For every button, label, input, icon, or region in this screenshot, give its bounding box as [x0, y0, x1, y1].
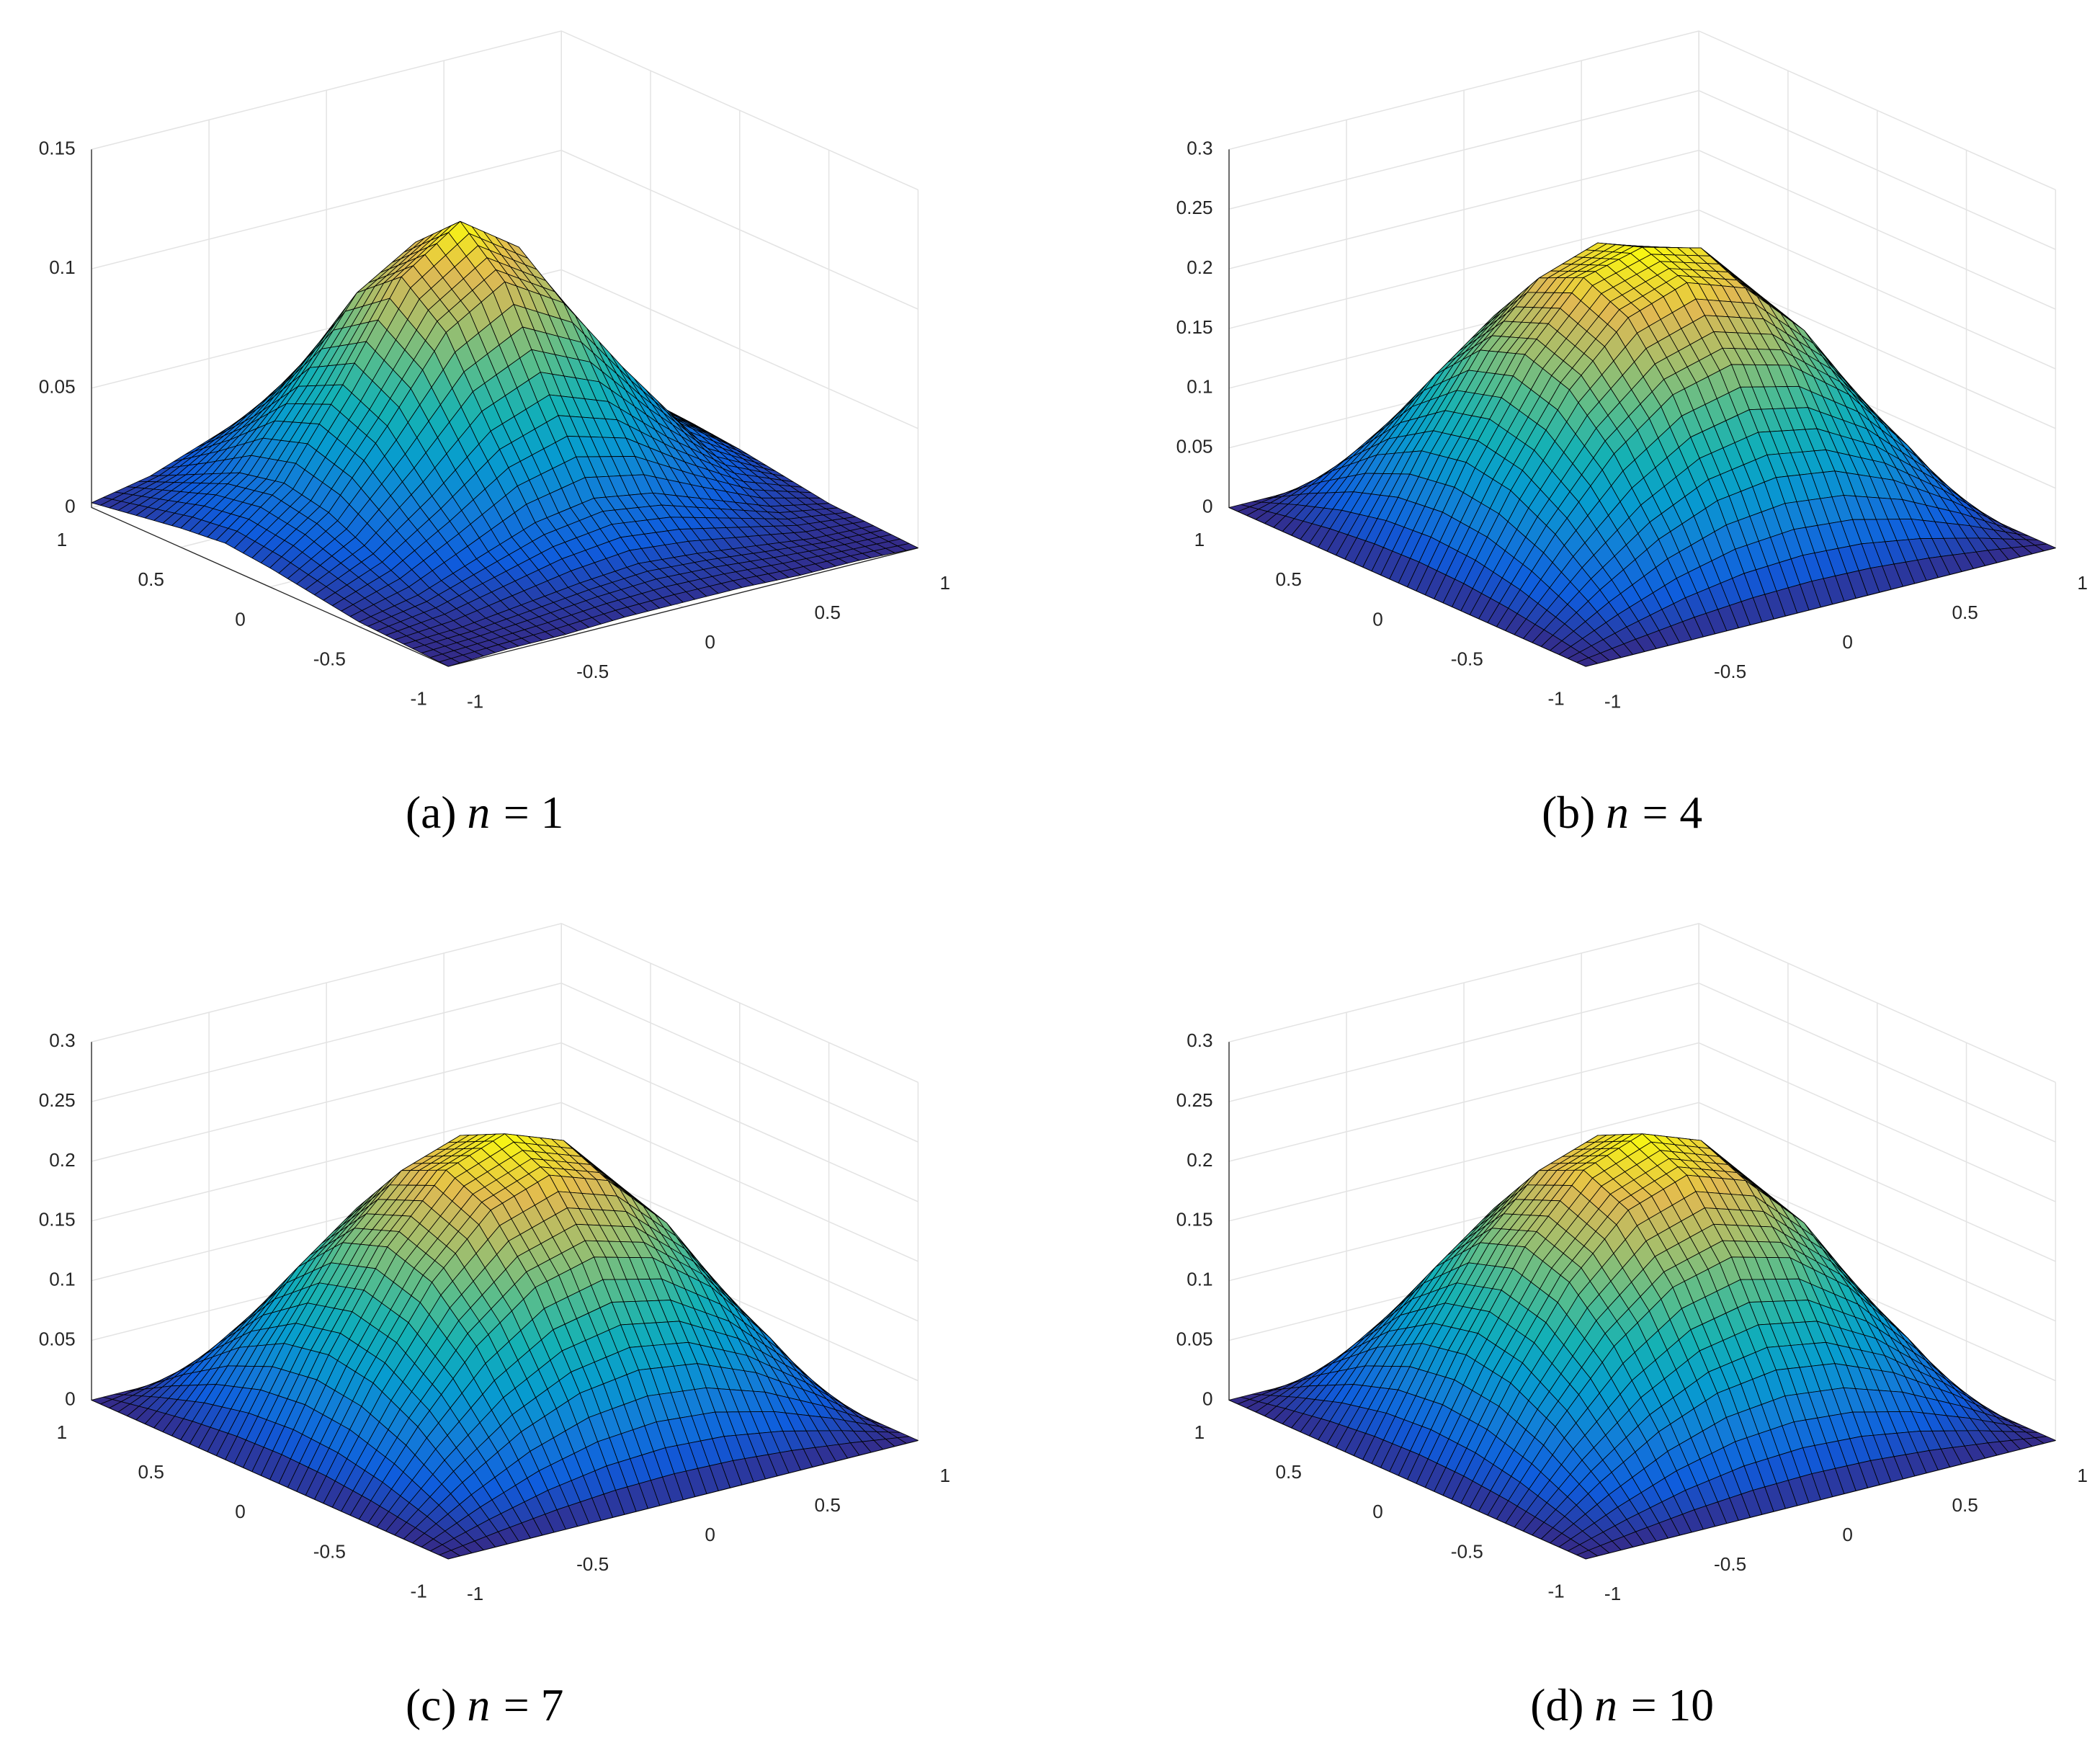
- x-tick-label: 0.5: [815, 1494, 841, 1516]
- y-tick-label: 0: [235, 1501, 246, 1522]
- y-tick-label: 0: [1372, 608, 1383, 630]
- caption-var: n: [1606, 787, 1629, 838]
- grid-line: [1228, 90, 2056, 251]
- x-tick-label: 0: [705, 631, 715, 653]
- subplot: 0 0.05 0.1 0.15 0.2 0.25 0.3 -1 -0.5 0 0.5 1 -1 -0.5 0…: [1176, 30, 2088, 838]
- y-tick-label: 1: [1194, 529, 1205, 550]
- z-tick-label: 0.15: [1176, 316, 1213, 338]
- x-tick-label: 1: [2077, 572, 2088, 594]
- caption-rhs: = 1: [504, 787, 563, 838]
- grid-line: [1228, 209, 2056, 370]
- grid-line: [1228, 982, 2056, 1143]
- y-tick-label: -1: [410, 688, 426, 710]
- z-tick-label: 0.25: [1176, 197, 1213, 218]
- caption: (b) n = 4: [1542, 787, 1702, 838]
- z-tick-label: 0.1: [49, 1269, 75, 1290]
- z-tick-label: 0.15: [39, 1209, 76, 1230]
- grid-line: [1228, 30, 2056, 191]
- z-tick-label: 0.1: [1187, 376, 1212, 398]
- x-tick-label: -1: [1604, 690, 1621, 712]
- caption-tag: (c): [406, 1679, 457, 1730]
- z-tick-label: 0.1: [49, 256, 75, 278]
- x-tick-label: -1: [467, 690, 483, 712]
- grid-line: [1228, 923, 2056, 1084]
- y-tick-label: -1: [410, 1580, 426, 1602]
- y-tick-label: 0: [235, 608, 246, 630]
- caption: (a) n = 1: [406, 787, 563, 838]
- subplot: 0 0.05 0.1 0.15 -1 -0.5 0 0.5 1 -1 -0.5 0 0.5 1 (a) n = …: [39, 30, 950, 838]
- subplot: 0 0.05 0.1 0.15 0.2 0.25 0.3 -1 -0.5 0 0.5 1 -1 -0.5 0…: [39, 923, 950, 1730]
- z-tick-label: 0.3: [1187, 137, 1212, 158]
- x-tick-label: -0.5: [1714, 661, 1746, 682]
- caption: (c) n = 7: [406, 1679, 563, 1730]
- z-tick-label: 0.2: [1187, 256, 1212, 278]
- z-tick-label: 0.15: [39, 137, 76, 158]
- y-tick-label: -0.5: [313, 648, 346, 669]
- z-tick-label: 0: [1202, 495, 1213, 517]
- z-tick-label: 0: [65, 495, 76, 517]
- y-tick-label: 1: [57, 1421, 68, 1443]
- x-tick-label: -0.5: [576, 1553, 609, 1575]
- x-tick-label: 0: [705, 1524, 715, 1545]
- subplot: 00.050.10.150.20.250.3-1-0.500.51-1-0.50…: [1176, 923, 2088, 1730]
- x-tick-label: 0.5: [815, 602, 841, 623]
- grid-line: [91, 30, 919, 191]
- caption-tag: (b): [1542, 787, 1595, 838]
- caption-tag: (a): [406, 787, 457, 838]
- caption-var: n: [467, 787, 490, 838]
- grid-line: [91, 149, 919, 310]
- z-tick-label: 0.25: [39, 1089, 76, 1111]
- x-tick-label: 0: [1842, 631, 1853, 653]
- y-tick-label: 1: [57, 529, 68, 550]
- x-tick-label: 0.5: [1952, 602, 1978, 623]
- y-tick-label: 0.5: [138, 568, 164, 590]
- y-tick-label: 0.5: [138, 1461, 164, 1483]
- y-tick-label: 0.5: [1276, 568, 1302, 590]
- z-tick-label: 0.05: [39, 1328, 76, 1349]
- x-tick-label: 1: [939, 1465, 950, 1486]
- grid-line: [1228, 149, 2056, 310]
- z-tick-label: 0.05: [39, 376, 76, 398]
- z-tick-label: 0: [65, 1388, 76, 1409]
- axis-line: [91, 149, 919, 667]
- grid-line: [91, 269, 919, 429]
- grid-line: [91, 923, 919, 1084]
- surface-face: [439, 658, 460, 667]
- x-tick-label: -1: [467, 1583, 483, 1604]
- z-tick-label: 0.3: [49, 1029, 75, 1051]
- caption-rhs: = 4: [1643, 787, 1702, 838]
- x-tick-label: -0.5: [576, 661, 609, 682]
- y-tick-label: -0.5: [313, 1540, 346, 1562]
- z-tick-label: 0.2: [49, 1149, 75, 1171]
- grid-line: [91, 982, 919, 1143]
- caption-var: n: [467, 1679, 490, 1730]
- y-tick-label: -1: [1547, 688, 1564, 710]
- caption-rhs: = 7: [504, 1679, 563, 1730]
- y-tick-label: -0.5: [1451, 648, 1483, 669]
- z-tick-label: 0.05: [1176, 436, 1213, 457]
- x-tick-label: 1: [939, 572, 950, 594]
